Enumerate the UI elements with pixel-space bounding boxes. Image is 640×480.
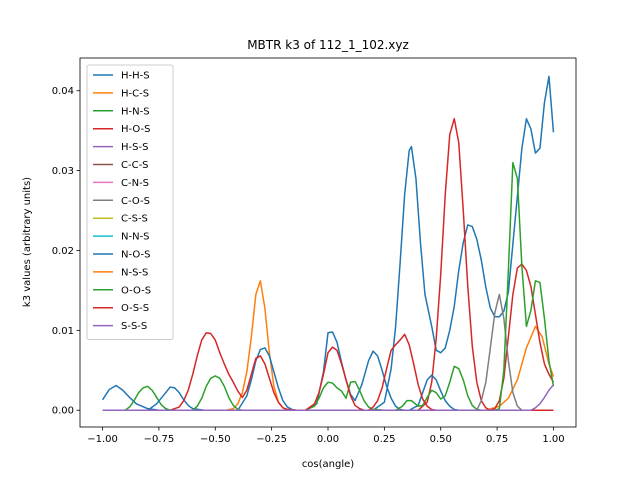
x-tick-label: −0.75	[144, 434, 175, 445]
x-axis-label: cos(angle)	[302, 459, 354, 470]
legend-label: H-H-S	[121, 71, 150, 82]
legend-label: S-S-S	[121, 321, 147, 332]
legend-label: C-O-S	[121, 196, 150, 207]
y-tick-label: 0.04	[52, 86, 74, 97]
x-tick-label: 0.25	[373, 434, 395, 445]
legend-label: O-S-S	[121, 303, 149, 314]
y-tick-label: 0.00	[52, 406, 74, 417]
legend: H-H-S H-C-S H-N-S H-O-S H-S-S C-C-S C-N-S C-O-S…	[86, 64, 174, 340]
x-tick-label: 0.50	[430, 434, 452, 445]
x-tick-label: 0.00	[317, 434, 339, 445]
y-tick-label: 0.03	[52, 166, 74, 177]
series-line-c-o-s	[102, 293, 554, 411]
legend-label: N-S-S	[121, 267, 148, 278]
chart-title: MBTR k3 of 112_1_102.xyz	[247, 38, 409, 52]
legend-label: H-N-S	[121, 106, 150, 117]
legend-label: H-C-S	[121, 88, 149, 99]
y-axis: 0.00 0.01 0.02 0.03 0.04	[52, 86, 80, 417]
legend-label: O-O-S	[121, 285, 151, 296]
legend-label: H-O-S	[121, 124, 151, 135]
x-tick-label: −1.00	[87, 434, 118, 445]
series-line-s-s-s	[102, 384, 555, 411]
y-axis-label: k3 values (arbitrary units)	[22, 177, 33, 307]
legend-label: C-C-S	[121, 160, 149, 171]
legend-label: N-O-S	[121, 250, 150, 261]
x-tick-label: −0.25	[256, 434, 287, 445]
legend-label: N-N-S	[121, 232, 150, 243]
series-line-n-o-s	[102, 331, 554, 411]
x-tick-label: 1.00	[542, 434, 564, 445]
series-line-h-o-s	[102, 117, 555, 411]
legend-frame	[86, 64, 174, 340]
y-tick-label: 0.02	[52, 246, 74, 257]
legend-label: C-S-S	[121, 214, 148, 225]
x-tick-label: 0.75	[486, 434, 508, 445]
legend-label: H-S-S	[121, 142, 148, 153]
x-axis: −1.00 −0.75 −0.50 −0.25 0.00 0.25 0.50 0.75 1.00	[87, 427, 565, 445]
x-tick-label: −0.50	[200, 434, 231, 445]
plot-lines	[101, 75, 555, 411]
series-line-o-o-s	[102, 161, 555, 411]
y-tick-label: 0.01	[52, 326, 74, 337]
legend-label: C-N-S	[121, 178, 149, 189]
